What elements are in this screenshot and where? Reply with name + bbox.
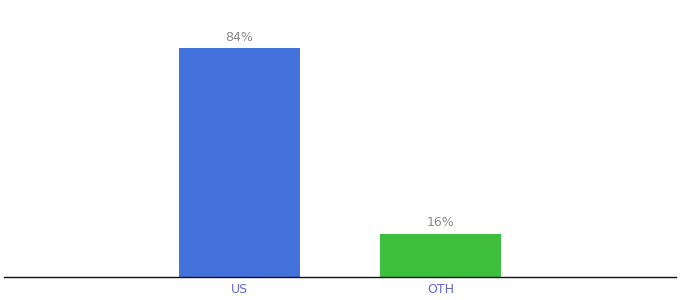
Text: 16%: 16% xyxy=(427,217,455,230)
Text: 84%: 84% xyxy=(225,31,253,44)
Bar xyxy=(380,234,501,277)
Bar xyxy=(179,48,300,277)
